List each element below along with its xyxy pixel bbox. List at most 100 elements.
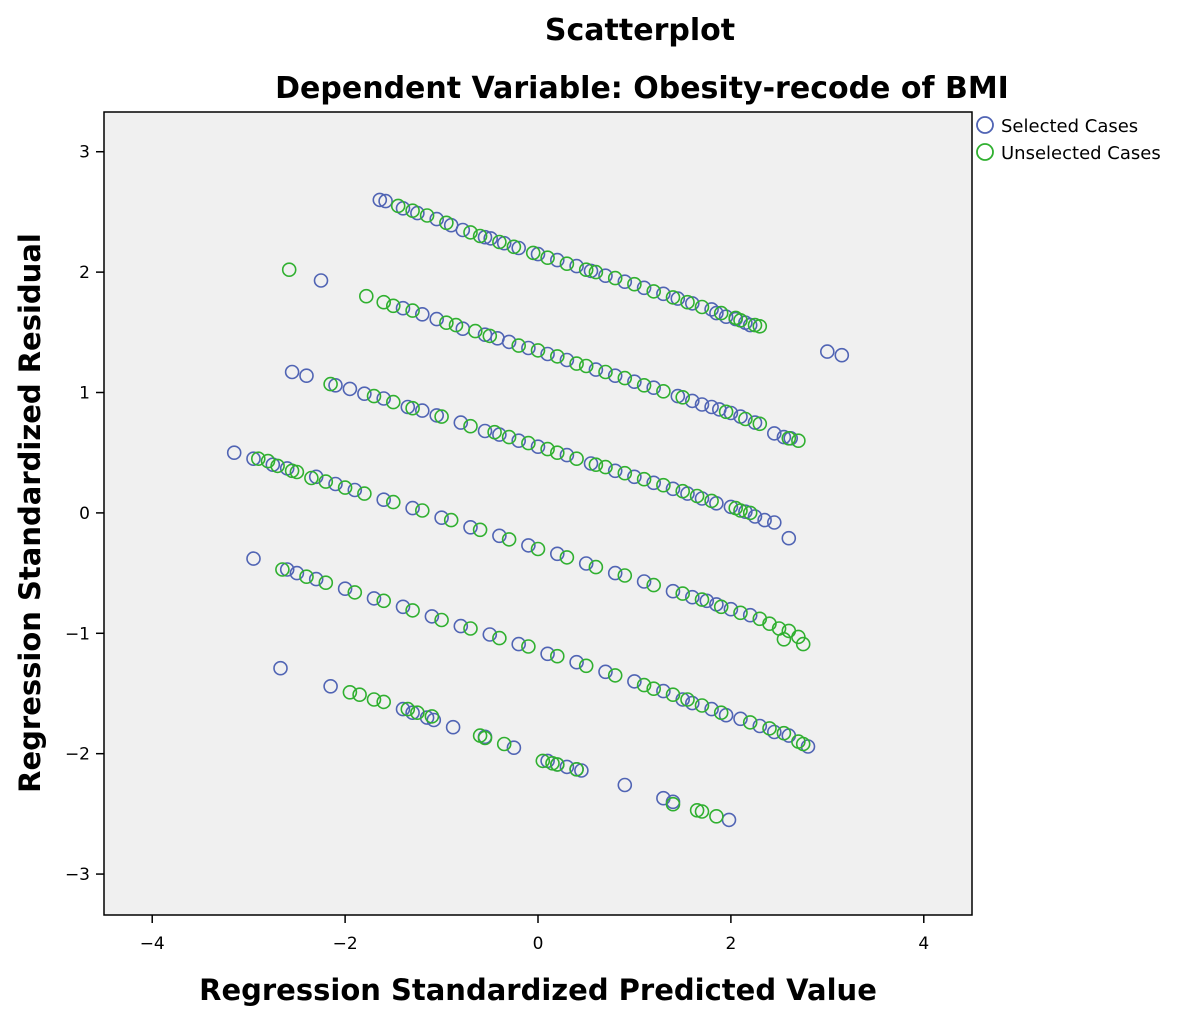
data-point xyxy=(684,695,700,711)
data-point xyxy=(627,674,642,689)
data-point xyxy=(521,435,536,451)
data-point xyxy=(559,256,575,272)
data-point xyxy=(752,416,768,432)
data-point xyxy=(540,646,555,662)
data-point xyxy=(337,581,353,597)
data-point xyxy=(414,503,430,518)
data-point xyxy=(559,447,575,463)
data-point xyxy=(665,583,681,599)
data-point xyxy=(646,577,662,593)
data-point xyxy=(656,683,671,699)
data-point xyxy=(492,528,507,544)
chart-title: Scatterplot xyxy=(545,13,735,48)
data-point xyxy=(578,358,594,374)
data-point xyxy=(598,268,613,284)
data-point xyxy=(429,311,445,327)
data-point xyxy=(540,441,555,457)
data-point xyxy=(273,660,288,676)
data-point xyxy=(646,284,662,299)
data-point xyxy=(313,273,329,288)
data-point xyxy=(318,474,334,489)
data-point xyxy=(675,483,691,499)
data-point xyxy=(684,393,700,409)
data-point xyxy=(357,486,372,501)
data-point xyxy=(289,565,305,581)
legend-marker-unselected xyxy=(976,143,994,161)
data-point xyxy=(747,509,763,524)
data-point xyxy=(636,471,652,487)
data-point xyxy=(549,252,565,268)
x-tick-label: 0 xyxy=(533,934,544,954)
data-point xyxy=(578,556,594,571)
data-point xyxy=(463,519,478,535)
data-point xyxy=(559,550,575,565)
data-point xyxy=(337,480,353,495)
data-points xyxy=(226,192,850,828)
data-point xyxy=(410,705,425,721)
data-point xyxy=(400,701,416,717)
data-point xyxy=(226,445,242,461)
data-point xyxy=(757,512,772,528)
data-point xyxy=(781,430,797,446)
data-point xyxy=(448,317,464,333)
data-point xyxy=(747,317,763,333)
data-point xyxy=(366,692,382,707)
data-point xyxy=(578,658,594,674)
data-point xyxy=(588,559,604,575)
data-point xyxy=(511,338,527,353)
data-point xyxy=(617,777,633,793)
data-point xyxy=(434,612,449,628)
data-point xyxy=(733,605,748,621)
data-point xyxy=(530,343,546,358)
data-point xyxy=(578,262,594,278)
data-point xyxy=(569,761,584,777)
data-point xyxy=(675,389,691,405)
data-point xyxy=(694,299,710,315)
data-point xyxy=(275,562,290,577)
data-point xyxy=(482,627,498,642)
data-point xyxy=(733,503,748,518)
data-point xyxy=(281,262,297,278)
data-point xyxy=(521,340,536,356)
data-point xyxy=(395,701,411,717)
data-point xyxy=(521,639,536,654)
data-point xyxy=(646,380,662,396)
data-point xyxy=(318,575,334,591)
data-point xyxy=(752,718,768,734)
data-point xyxy=(429,211,445,227)
data-point xyxy=(525,245,541,261)
data-point xyxy=(549,648,565,664)
data-point xyxy=(680,294,695,310)
data-point xyxy=(511,433,527,449)
data-point xyxy=(308,571,324,587)
data-point xyxy=(819,344,835,359)
data-point xyxy=(694,804,710,819)
data-point xyxy=(511,636,527,652)
data-point xyxy=(372,192,388,208)
data-point xyxy=(713,705,729,721)
data-point xyxy=(646,681,662,697)
data-point xyxy=(270,458,285,474)
data-point xyxy=(709,305,724,321)
data-point xyxy=(299,569,314,585)
data-point xyxy=(636,280,652,296)
data-point xyxy=(395,300,411,316)
data-point xyxy=(463,418,478,434)
x-tick-label: 4 xyxy=(918,934,929,954)
data-point xyxy=(694,397,710,412)
data-point xyxy=(776,725,792,741)
data-point xyxy=(549,546,565,562)
data-point xyxy=(342,684,358,700)
data-point xyxy=(723,601,739,617)
data-point xyxy=(483,231,499,246)
data-point xyxy=(506,740,522,756)
y-tick-label: 2 xyxy=(79,263,90,283)
data-point xyxy=(713,599,729,615)
y-tick-label: −3 xyxy=(65,865,90,885)
data-point xyxy=(439,215,454,231)
data-point xyxy=(569,451,584,467)
data-point xyxy=(617,568,633,583)
legend: Selected Cases Unselected Cases xyxy=(976,116,1161,164)
x-tick-label: −2 xyxy=(333,934,358,954)
